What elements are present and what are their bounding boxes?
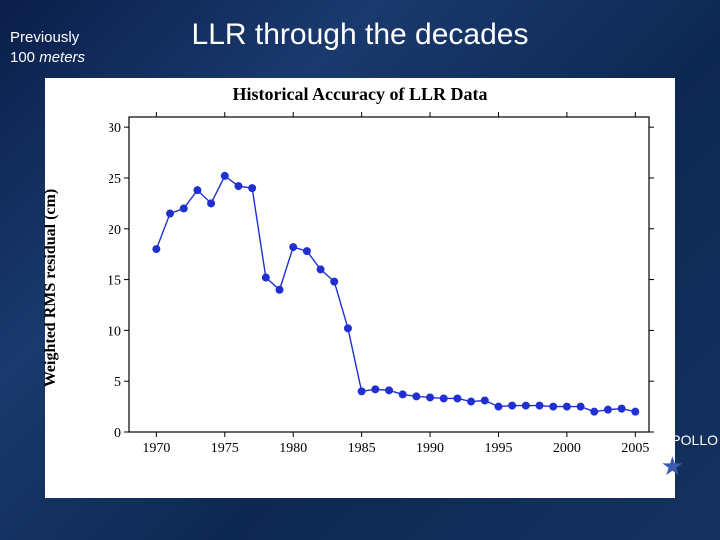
svg-text:25: 25	[109, 172, 121, 187]
slide: Previously 100 meters LLR through the de…	[0, 0, 720, 540]
svg-text:1975: 1975	[211, 441, 239, 456]
svg-text:15: 15	[109, 274, 121, 289]
chart-plot: 0 5 10 15 20 25 30 1970 1975 1980 1985 1990 1995 2000…	[109, 112, 659, 462]
svg-text:2005: 2005	[621, 441, 649, 456]
chart-title: Historical Accuracy of LLR Data	[45, 84, 675, 105]
svg-text:10: 10	[109, 324, 121, 339]
page-title: LLR through the decades	[0, 18, 720, 52]
svg-text:1985: 1985	[348, 441, 376, 456]
svg-text:0: 0	[114, 426, 121, 441]
svg-text:30: 30	[109, 121, 121, 136]
svg-text:1990: 1990	[416, 441, 444, 456]
svg-text:20: 20	[109, 223, 121, 238]
chart-container: Historical Accuracy of LLR Data Weighted…	[45, 78, 675, 498]
svg-text:1980: 1980	[279, 441, 307, 456]
chart-ylabel: Weighted RMS residual (cm)	[42, 189, 60, 387]
svg-text:2000: 2000	[553, 441, 581, 456]
svg-text:1970: 1970	[142, 441, 170, 456]
apollo-annotation: APOLLO	[662, 432, 718, 448]
svg-text:1995: 1995	[484, 441, 512, 456]
svg-text:5: 5	[114, 375, 121, 390]
star-icon: ★	[661, 451, 684, 482]
